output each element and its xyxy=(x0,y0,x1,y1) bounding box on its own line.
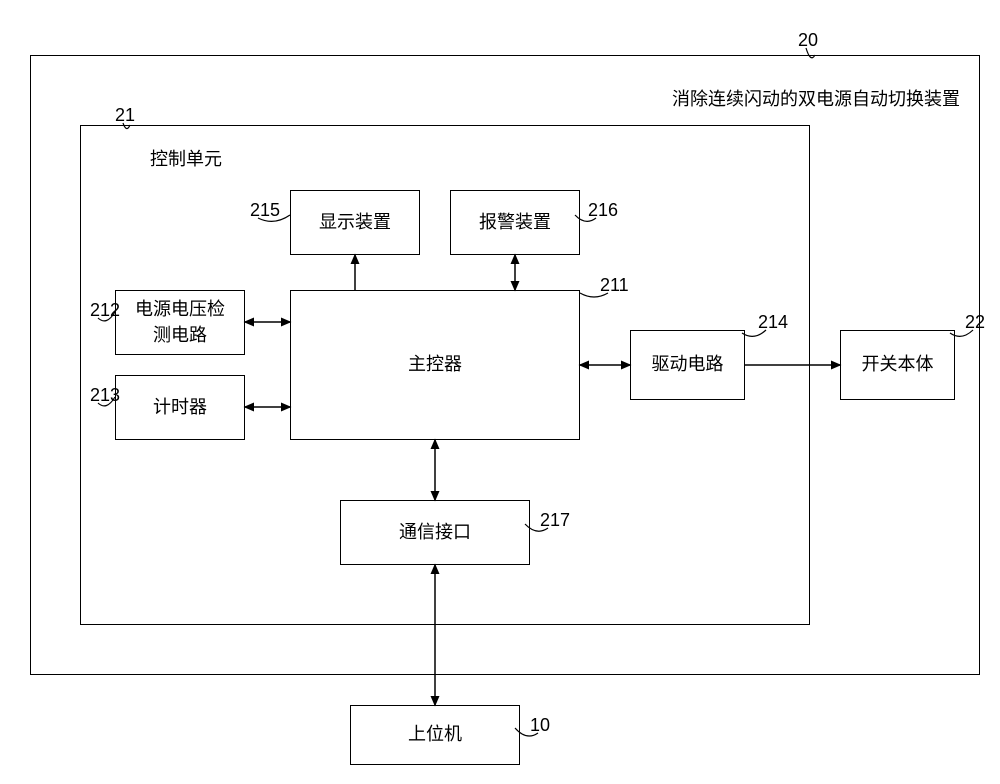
node-label-timer: 计时器 xyxy=(153,395,207,420)
node-label-comm: 通信接口 xyxy=(399,520,471,545)
ref-label-10: 10 xyxy=(530,715,550,736)
node-label-alarm: 报警装置 xyxy=(479,210,551,235)
node-main: 主控器 xyxy=(290,290,580,440)
node-display: 显示装置 xyxy=(290,190,420,255)
ref-label-22: 22 xyxy=(965,312,985,333)
node-label-main: 主控器 xyxy=(408,352,462,377)
node-voltage: 电源电压检测电路 xyxy=(115,290,245,355)
ref-label-212: 212 xyxy=(90,300,120,321)
node-comm: 通信接口 xyxy=(340,500,530,565)
ref-label-211: 211 xyxy=(600,275,629,296)
ref-label-213: 213 xyxy=(90,385,120,406)
ref-label-21: 21 xyxy=(115,105,135,126)
node-timer: 计时器 xyxy=(115,375,245,440)
node-label-switch: 开关本体 xyxy=(862,352,934,377)
node-switch: 开关本体 xyxy=(840,330,955,400)
node-label-voltage: 电源电压检测电路 xyxy=(135,297,225,347)
node-alarm: 报警装置 xyxy=(450,190,580,255)
node-label-host: 上位机 xyxy=(408,722,462,747)
ref-label-217: 217 xyxy=(540,510,570,531)
node-label-driver: 驱动电路 xyxy=(652,352,724,377)
ref-label-215: 215 xyxy=(250,200,280,221)
ref-label-20: 20 xyxy=(798,30,818,51)
node-driver: 驱动电路 xyxy=(630,330,745,400)
outer-title: 消除连续闪动的双电源自动切换装置 xyxy=(672,85,960,111)
ref-label-216: 216 xyxy=(588,200,618,221)
node-host: 上位机 xyxy=(350,705,520,765)
inner-title: 控制单元 xyxy=(150,145,222,171)
node-label-display: 显示装置 xyxy=(319,210,391,235)
ref-label-214: 214 xyxy=(758,312,788,333)
